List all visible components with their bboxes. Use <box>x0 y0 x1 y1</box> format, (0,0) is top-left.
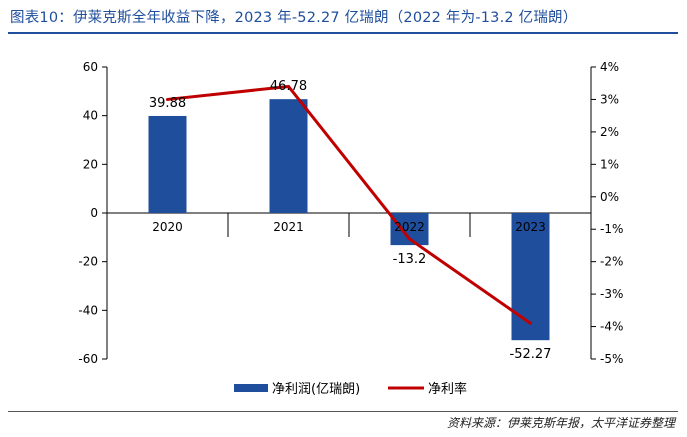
right-axis-tick-label: -4% <box>600 320 623 334</box>
left-axis-tick-label: 60 <box>83 60 98 74</box>
category-label-overlay: 2023 <box>515 220 546 234</box>
left-axis-tick-label: -40 <box>78 303 98 317</box>
left-axis-tick-label: -20 <box>78 255 98 269</box>
net-profit-bar <box>148 115 187 213</box>
right-axis-tick-label: 4% <box>600 60 619 74</box>
right-axis-tick-label: -1% <box>600 222 623 236</box>
right-axis-tick-label: -3% <box>600 287 623 301</box>
category-label: 2020 <box>152 220 183 234</box>
right-axis-tick-label: -5% <box>600 352 623 366</box>
category-label: 2021 <box>273 220 304 234</box>
net-profit-data-label: 46.78 <box>270 79 307 94</box>
legend-swatch-net-profit <box>234 384 268 392</box>
category-label-overlay: 2022 <box>394 220 425 234</box>
net-profit-data-label: 39.88 <box>149 96 186 111</box>
net-margin-point <box>408 237 411 241</box>
net-profit-data-label: -13.2 <box>393 252 427 267</box>
chart-title: 图表10：伊莱克斯全年收益下降，2023 年-52.27 亿瑞朗（2022 年为… <box>10 10 578 26</box>
title-underline <box>8 32 678 34</box>
net-margin-line <box>167 84 532 325</box>
net-profit-bar <box>269 99 308 213</box>
left-axis-tick-label: 20 <box>83 157 98 171</box>
net-profit-data-label: -52.27 <box>510 347 552 362</box>
net-margin-point <box>166 97 169 101</box>
net-margin-point <box>287 84 290 88</box>
right-axis-tick-label: 3% <box>600 92 619 106</box>
right-axis-tick-label: 0% <box>600 190 619 204</box>
left-axis-tick-label: 0 <box>90 206 98 220</box>
footer-rule <box>8 411 678 412</box>
right-axis-tick-label: 2% <box>600 125 619 139</box>
right-axis-tick-label: -2% <box>600 255 623 269</box>
legend-label-net-profit: 净利润(亿瑞朗) <box>272 382 360 397</box>
right-axis-tick-label: 1% <box>600 157 619 171</box>
source-note: 资料来源：伊莱克斯年报，太平洋证券整理 <box>446 416 675 430</box>
left-axis-tick-label: 40 <box>83 109 98 123</box>
left-axis-tick-label: -60 <box>78 352 98 366</box>
legend-label-net-margin: 净利率 <box>428 381 467 397</box>
net-margin-point <box>529 321 532 325</box>
net-profit-bar <box>511 213 550 341</box>
